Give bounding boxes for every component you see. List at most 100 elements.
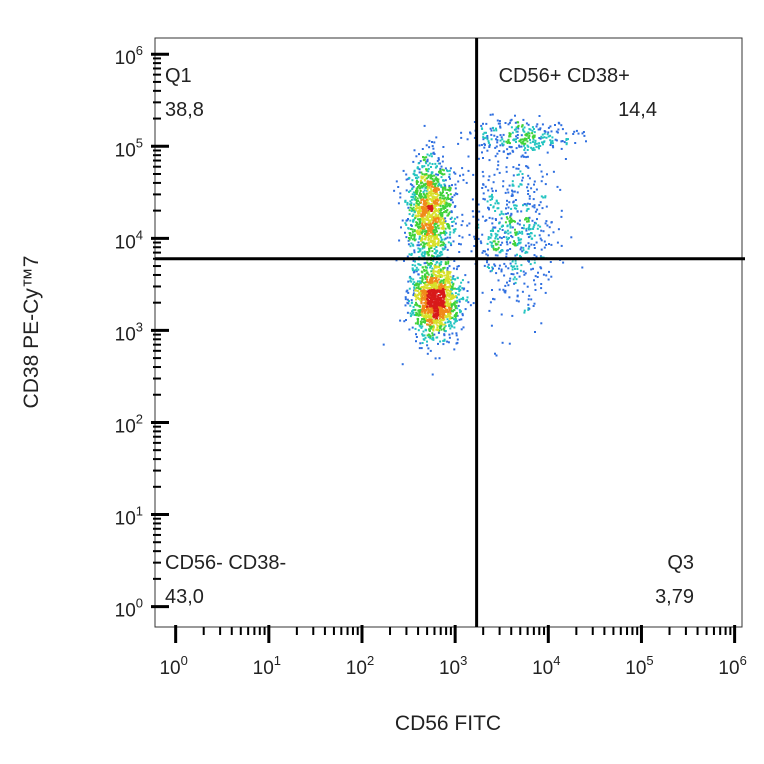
event-dot <box>506 225 509 228</box>
event-dot <box>417 218 419 221</box>
event-dot <box>519 170 522 173</box>
event-dot <box>565 143 568 146</box>
event-dot <box>465 181 468 184</box>
event-dot <box>456 277 459 280</box>
event-dot <box>514 262 517 265</box>
event-dot <box>507 206 510 209</box>
event-dot <box>433 292 435 295</box>
event-dot <box>432 338 435 341</box>
event-dot <box>433 294 436 296</box>
event-dot <box>513 265 516 268</box>
event-dot <box>439 194 442 197</box>
event-dot <box>435 182 438 185</box>
event-dot <box>435 173 438 176</box>
event-dot <box>517 241 520 244</box>
event-dot <box>434 228 437 231</box>
event-dot <box>422 203 425 206</box>
event-dot <box>424 284 427 286</box>
event-dot <box>523 155 525 158</box>
event-dot <box>442 281 445 284</box>
event-dot <box>431 305 434 307</box>
event-dot <box>509 231 512 234</box>
event-dot <box>448 325 451 328</box>
event-dot <box>512 242 515 245</box>
event-dot <box>437 321 440 324</box>
event-dot <box>514 259 517 262</box>
event-dot <box>424 186 427 189</box>
event-dot <box>540 287 543 290</box>
event-dot <box>533 243 536 246</box>
event-dot <box>516 294 519 297</box>
event-dot <box>405 189 408 192</box>
event-dot <box>438 306 441 309</box>
event-dot <box>533 279 535 282</box>
event-dot <box>575 129 578 132</box>
event-dot <box>408 234 411 237</box>
event-dot <box>442 285 445 288</box>
event-dot <box>496 233 499 236</box>
event-dot <box>458 298 461 301</box>
event-dot <box>451 201 454 204</box>
event-dot <box>452 282 455 285</box>
event-dot <box>454 222 457 225</box>
event-dot <box>520 246 523 249</box>
event-dot <box>442 146 445 148</box>
event-dot <box>560 140 563 143</box>
event-dot <box>428 328 431 331</box>
event-dot <box>424 294 427 297</box>
event-dot <box>536 218 538 221</box>
event-dot <box>431 320 434 323</box>
event-dot <box>397 186 400 188</box>
event-dot <box>409 245 412 248</box>
event-dot <box>443 326 446 329</box>
event-dot <box>453 260 456 262</box>
event-dot <box>440 286 443 289</box>
event-dot <box>404 231 406 234</box>
event-dot <box>522 249 525 252</box>
event-dot <box>435 189 438 192</box>
event-dot <box>427 309 430 312</box>
event-dot <box>414 207 417 210</box>
event-dot <box>482 197 485 200</box>
event-dot <box>442 295 445 298</box>
event-dot <box>447 302 449 305</box>
event-dot <box>526 144 529 147</box>
event-dot <box>539 127 542 130</box>
event-dot <box>421 295 424 298</box>
event-dot <box>421 254 424 257</box>
event-dot <box>412 311 415 314</box>
event-dot <box>418 194 420 197</box>
event-dot <box>423 305 426 308</box>
event-dot <box>443 312 446 315</box>
event-dot <box>431 213 434 216</box>
event-dot <box>455 311 458 314</box>
event-dot <box>479 240 482 243</box>
event-dot <box>424 182 427 185</box>
event-dot <box>467 281 470 284</box>
event-dot <box>425 174 428 177</box>
event-dot <box>522 128 525 131</box>
event-dot <box>411 196 414 198</box>
event-dot <box>427 212 430 215</box>
event-dot <box>458 288 461 291</box>
event-dot <box>547 126 550 129</box>
event-dot <box>425 201 428 204</box>
event-dot <box>530 232 532 234</box>
event-dot <box>498 236 501 239</box>
event-dot <box>426 160 429 163</box>
event-dot <box>440 243 443 246</box>
event-dot <box>447 260 450 263</box>
event-dot <box>465 299 468 302</box>
event-dot <box>413 233 416 236</box>
event-dot <box>430 172 433 175</box>
event-dot <box>491 196 494 199</box>
event-dot <box>427 347 430 350</box>
event-dot <box>501 341 504 344</box>
event-dot <box>430 273 433 276</box>
event-dot <box>421 280 423 283</box>
event-dot <box>436 221 439 224</box>
event-dot <box>412 206 415 209</box>
event-dot <box>509 216 512 219</box>
event-dot <box>434 306 437 309</box>
